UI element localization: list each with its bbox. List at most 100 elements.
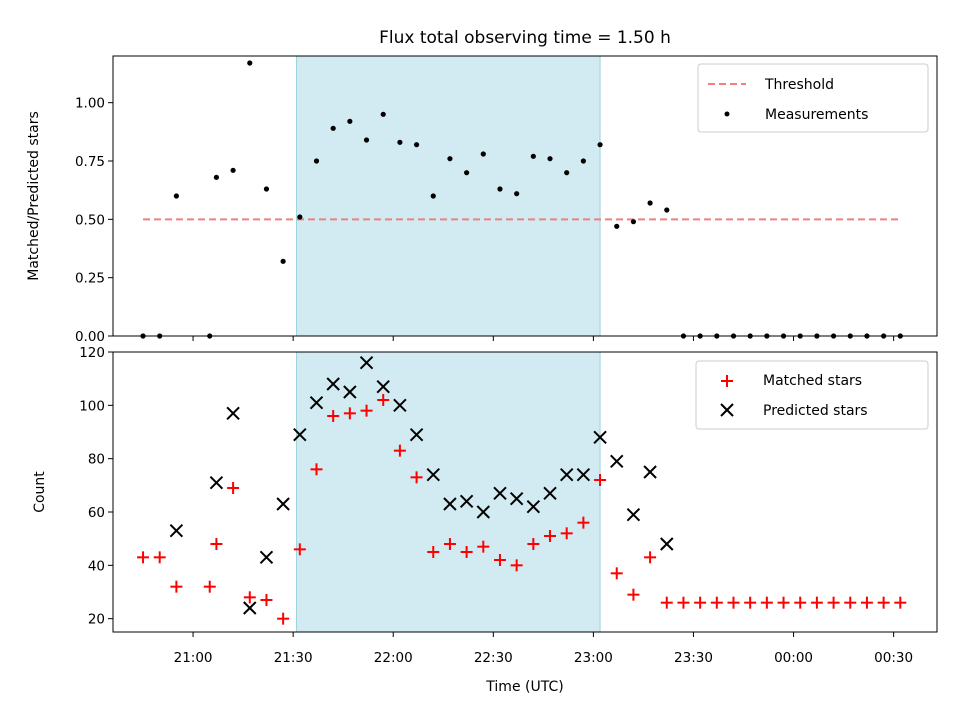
matched-star-point bbox=[577, 516, 590, 529]
top-y-tick-label: 0.00 bbox=[75, 329, 105, 345]
matched-star-point bbox=[560, 527, 573, 540]
bottom-x-axis: 21:00 21:30 22:00 22:30 23:00 23:30 00:00 00:30 bbox=[174, 632, 913, 666]
bottom-y-tick-label: 60 bbox=[88, 505, 105, 521]
matched-star-point bbox=[460, 546, 473, 558]
predicted-star-point bbox=[343, 385, 357, 399]
bottom-x-tick-label: 00:00 bbox=[774, 650, 813, 666]
measurement-point bbox=[347, 118, 353, 124]
bottom-y-axis-label: Count bbox=[32, 471, 48, 513]
predicted-star-point bbox=[626, 507, 641, 522]
measurement-point bbox=[547, 156, 553, 162]
predicted-star-point bbox=[610, 454, 624, 469]
top-panel: 0.00 0.25 0.50 0.75 1.00 Matched/Predicted s… bbox=[26, 55, 938, 345]
predicted-star-stroke-b bbox=[459, 494, 474, 509]
matched-star-point bbox=[210, 538, 223, 550]
matched-star-point bbox=[860, 596, 873, 609]
predicted-star-point bbox=[259, 550, 274, 565]
predicted-star-point bbox=[459, 494, 474, 509]
matched-star-point bbox=[360, 404, 373, 417]
bottom-y-tick-label: 100 bbox=[79, 398, 105, 414]
top-legend-box bbox=[697, 63, 929, 133]
measurement-point bbox=[330, 125, 336, 131]
predicted-star-stroke-b bbox=[626, 507, 641, 522]
predicted-star-point bbox=[543, 486, 557, 501]
predicted-star-point bbox=[169, 523, 184, 538]
predicted-star-stroke-b bbox=[359, 355, 374, 370]
matched-star-point bbox=[527, 538, 540, 550]
measurement-point bbox=[380, 111, 386, 117]
measurement-point bbox=[497, 186, 503, 192]
predicted-star-point bbox=[509, 491, 524, 506]
matched-star-point bbox=[310, 463, 323, 476]
predicted-star-stroke-b bbox=[259, 550, 274, 565]
predicted-star-stroke-b bbox=[226, 406, 240, 421]
measurement-point bbox=[530, 153, 536, 159]
predicted-star-stroke-b bbox=[443, 497, 457, 511]
matched-star-point bbox=[137, 551, 150, 564]
matched-star-point bbox=[644, 551, 657, 564]
bottom-legend: Matched stars Predicted stars bbox=[695, 360, 929, 430]
predicted-star-point bbox=[209, 475, 224, 490]
predicted-star-point bbox=[359, 355, 374, 370]
predicted-star-point bbox=[643, 465, 657, 479]
chart-title: Flux total observing time = 1.50 h bbox=[379, 28, 671, 48]
legend-matched-swatch bbox=[721, 375, 733, 387]
predicted-star-point bbox=[276, 497, 290, 511]
bottom-x-tick-label: 23:00 bbox=[574, 650, 613, 666]
top-y-tick-label: 0.50 bbox=[75, 212, 105, 228]
predicted-star-stroke-b bbox=[610, 454, 624, 469]
bottom-x-tick-label: 21:30 bbox=[274, 650, 313, 666]
measurement-point bbox=[263, 186, 270, 192]
measurement-point bbox=[430, 193, 436, 199]
bottom-y-axis: 20 40 60 80 100 120 bbox=[79, 345, 113, 628]
measurement-point bbox=[397, 139, 403, 145]
predicted-star-stroke-b bbox=[660, 537, 674, 551]
predicted-star-stroke-b bbox=[426, 467, 440, 482]
legend-matched-label: Matched stars bbox=[763, 373, 862, 389]
predicted-star-point bbox=[393, 398, 407, 413]
predicted-star-point bbox=[376, 379, 390, 394]
measurement-point bbox=[630, 219, 637, 225]
matched-star-point bbox=[170, 580, 183, 593]
bottom-y-tick-label: 40 bbox=[88, 558, 105, 574]
matched-star-point bbox=[544, 530, 557, 542]
top-legend: Threshold Measurements bbox=[697, 63, 929, 133]
measurement-point bbox=[447, 156, 453, 162]
predicted-star-point bbox=[426, 467, 440, 482]
measurement-point bbox=[664, 207, 670, 213]
predicted-star-stroke-b bbox=[293, 427, 307, 442]
matched-star-point bbox=[760, 596, 773, 609]
predicted-star-point bbox=[309, 395, 324, 410]
matched-star-point bbox=[627, 588, 640, 601]
measurement-point bbox=[230, 167, 236, 173]
measurement-point bbox=[413, 142, 420, 148]
predicted-star-point bbox=[293, 427, 307, 442]
matched-star-point bbox=[694, 596, 707, 609]
matched-star-point bbox=[343, 407, 356, 420]
matched-star-point bbox=[710, 596, 723, 609]
matched-star-point bbox=[327, 410, 340, 422]
predicted-star-stroke-b bbox=[593, 430, 607, 445]
top-y-axis: 0.00 0.25 0.50 0.75 1.00 bbox=[75, 96, 113, 345]
legend-measurements-swatch bbox=[724, 111, 730, 117]
measurement-point bbox=[280, 258, 286, 264]
predicted-star-stroke-b bbox=[576, 467, 591, 482]
predicted-star-point bbox=[326, 377, 340, 391]
predicted-star-stroke-b bbox=[243, 601, 257, 615]
legend-predicted-swatch bbox=[720, 403, 734, 417]
predicted-star-point bbox=[660, 537, 674, 551]
predicted-star-point bbox=[409, 427, 424, 442]
predicted-star-stroke-b bbox=[326, 377, 340, 391]
measurement-point bbox=[464, 170, 470, 176]
top-y-axis-label: Matched/Predicted stars bbox=[26, 111, 42, 281]
matched-star-point bbox=[277, 612, 290, 625]
bottom-y-tick-label: 20 bbox=[88, 612, 105, 628]
matched-star-point bbox=[243, 591, 256, 604]
top-highlight-span bbox=[295, 55, 601, 337]
bottom-x-tick-label: 23:30 bbox=[674, 650, 713, 666]
legend-measurements-label: Measurements bbox=[765, 107, 868, 123]
predicted-star-stroke-b bbox=[276, 497, 290, 511]
predicted-star-stroke-b bbox=[493, 486, 507, 501]
measurement-point bbox=[564, 170, 570, 176]
